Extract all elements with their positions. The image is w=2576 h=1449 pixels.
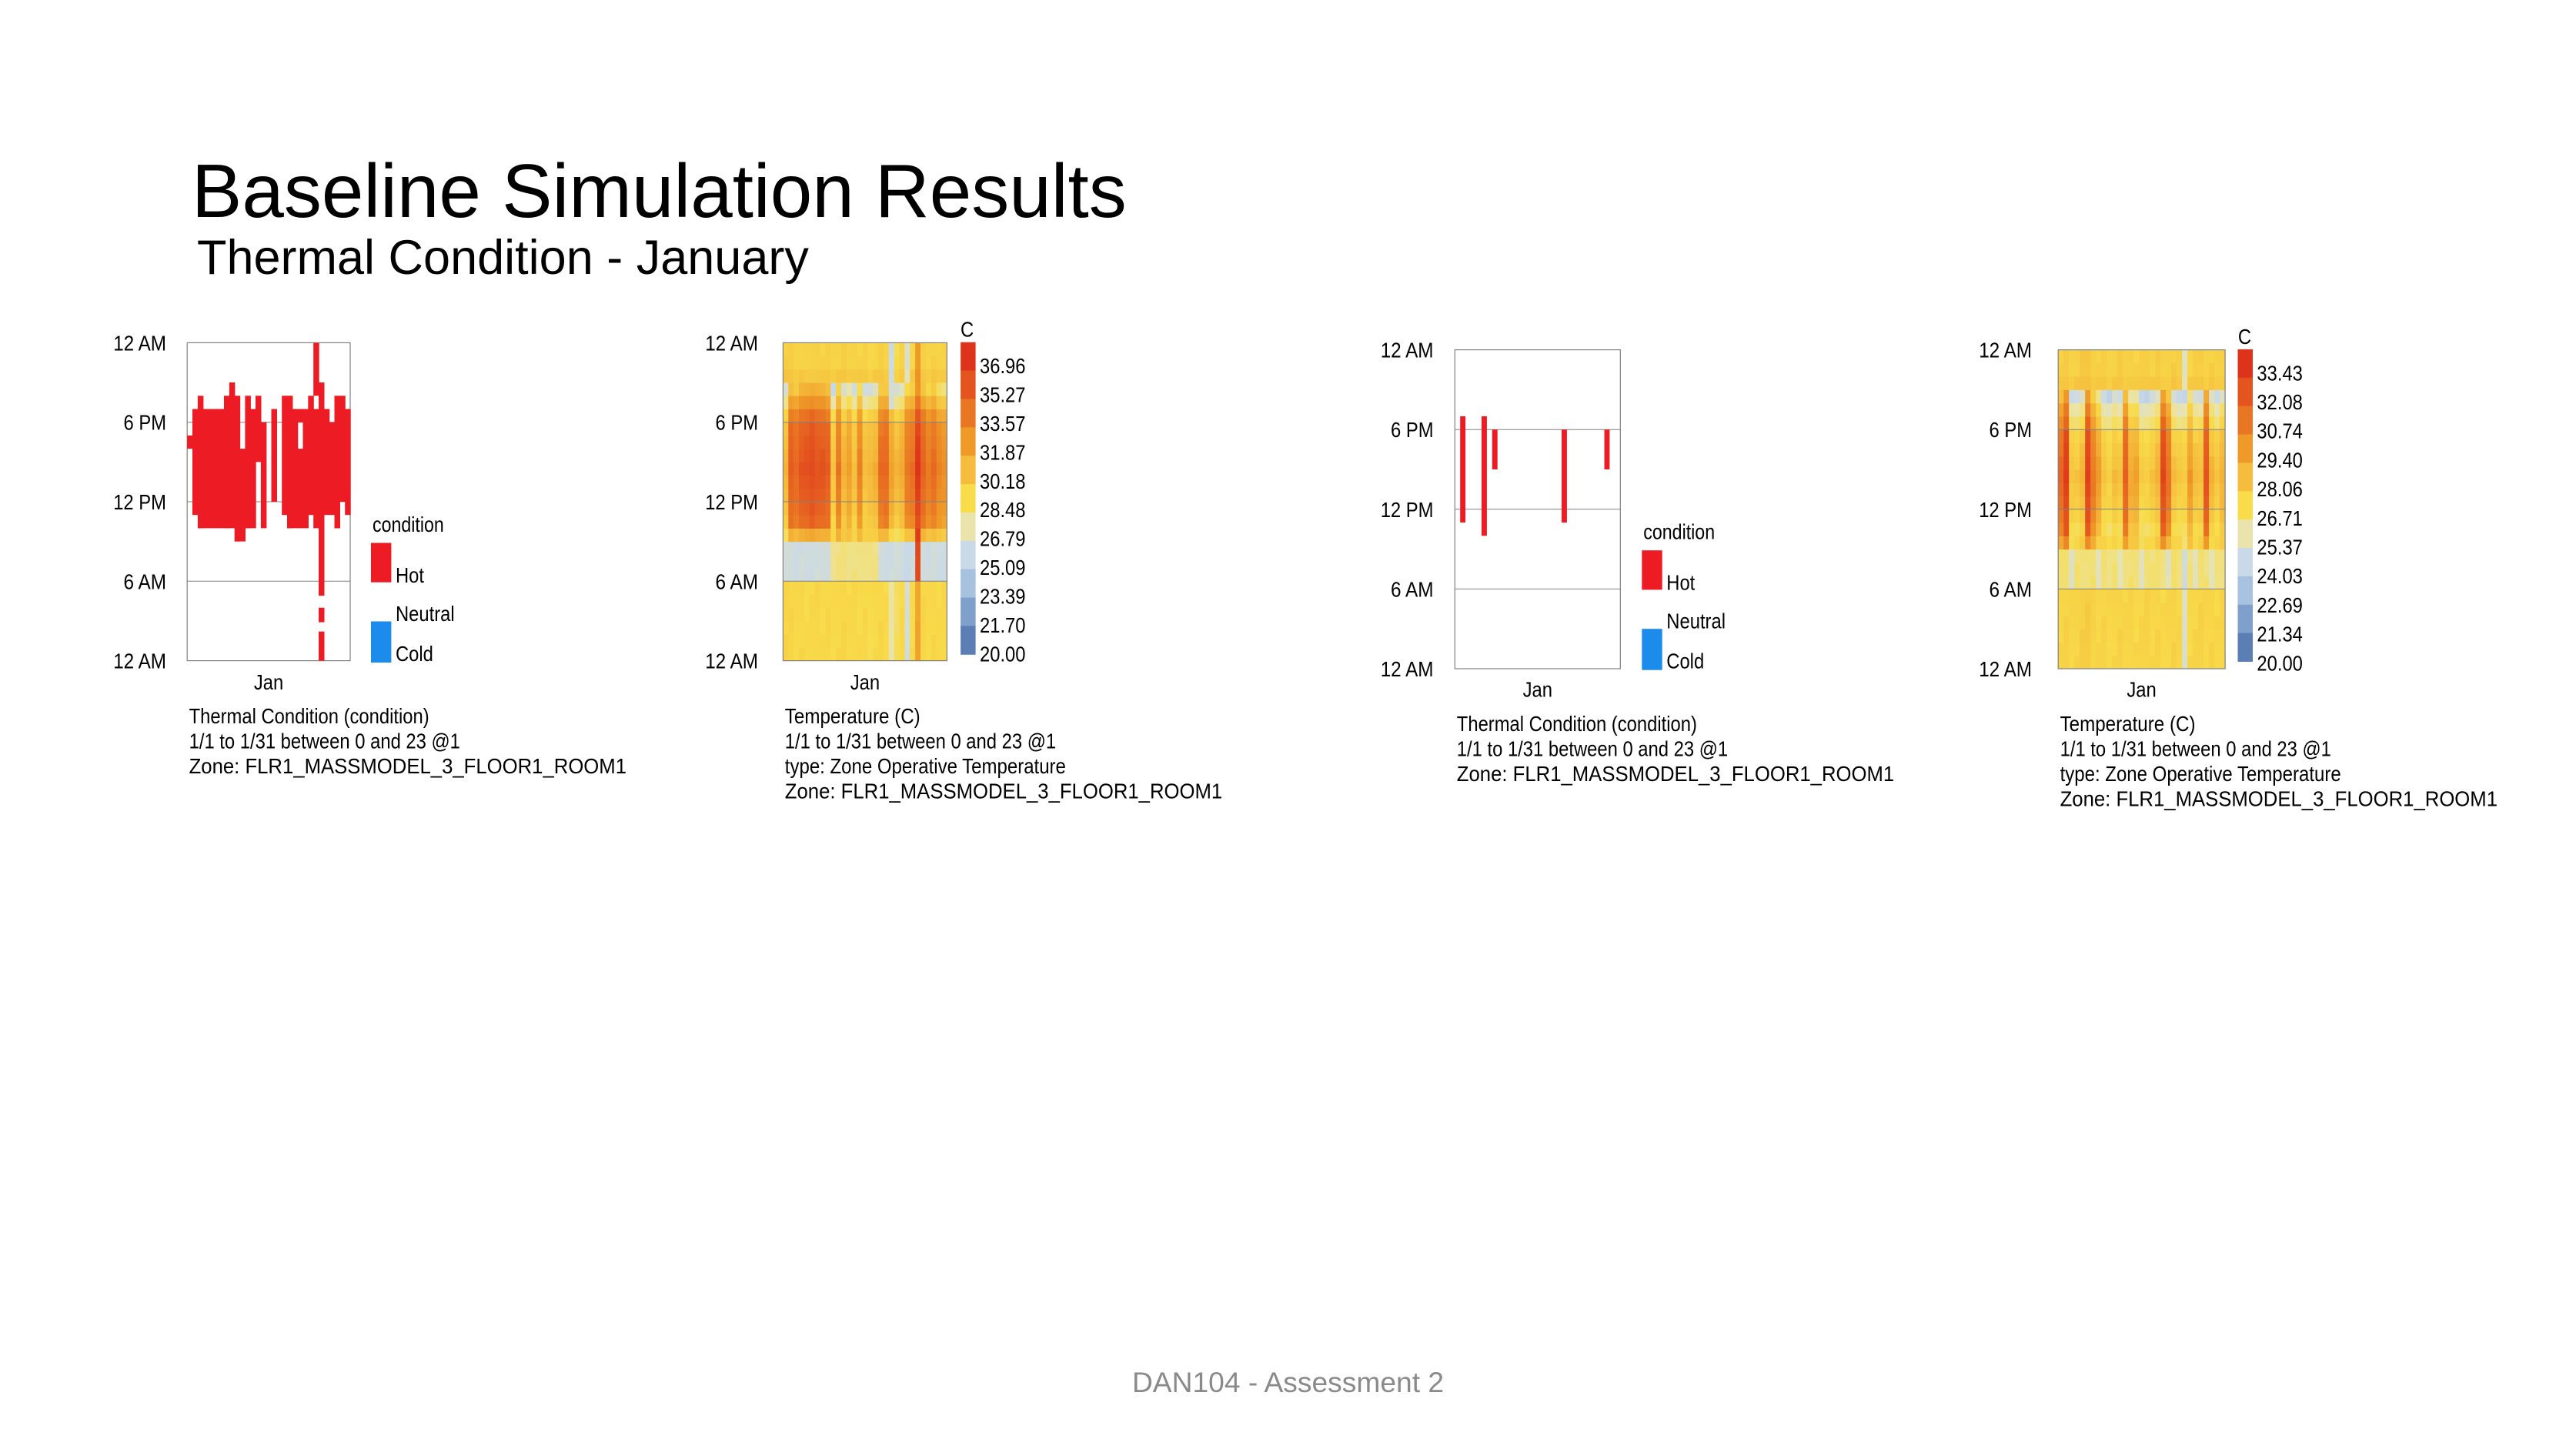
svg-text:6 AM: 6 AM (1990, 577, 2033, 601)
svg-text:26.79: 26.79 (980, 527, 1026, 551)
svg-text:1/1 to 1/31 between 0 and 23 @: 1/1 to 1/31 between 0 and 23 @1 (785, 730, 1056, 753)
svg-text:Cold: Cold (1666, 649, 1704, 673)
svg-text:Zone: FLR1_MASSMODEL_3_FLOOR1_: Zone: FLR1_MASSMODEL_3_FLOOR1_ROOM1 (2060, 787, 2497, 811)
svg-text:25.09: 25.09 (980, 556, 1026, 579)
svg-text:12 PM: 12 PM (113, 490, 166, 514)
svg-text:28.48: 28.48 (980, 498, 1026, 522)
svg-text:Zone: FLR1_MASSMODEL_3_FLOOR1_: Zone: FLR1_MASSMODEL_3_FLOOR1_ROOM1 (785, 780, 1222, 803)
svg-text:12 AM: 12 AM (113, 331, 166, 355)
svg-text:Hot: Hot (396, 563, 424, 587)
svg-text:1/1 to 1/31 between 0 and 23 @: 1/1 to 1/31 between 0 and 23 @1 (189, 730, 460, 753)
svg-text:C: C (961, 318, 974, 342)
svg-text:6 AM: 6 AM (716, 569, 759, 593)
svg-text:12 AM: 12 AM (705, 331, 758, 355)
svg-text:31.87: 31.87 (980, 440, 1026, 464)
svg-text:33.43: 33.43 (2257, 361, 2303, 385)
svg-text:12 AM: 12 AM (1979, 339, 2032, 362)
svg-text:21.34: 21.34 (2257, 623, 2303, 646)
svg-text:24.03: 24.03 (2257, 564, 2303, 588)
svg-text:Neutral: Neutral (396, 602, 455, 626)
svg-text:12 PM: 12 PM (1979, 498, 2032, 522)
svg-text:1/1 to 1/31 between 0 and 23 @: 1/1 to 1/31 between 0 and 23 @1 (1457, 737, 1728, 761)
svg-text:6 PM: 6 PM (1391, 418, 1434, 442)
svg-text:Jan: Jan (254, 670, 283, 694)
svg-text:6 PM: 6 PM (124, 411, 167, 435)
svg-text:Neutral: Neutral (1666, 609, 1726, 633)
svg-text:29.40: 29.40 (2257, 448, 2303, 472)
svg-text:21.70: 21.70 (980, 613, 1026, 637)
svg-text:condition: condition (373, 512, 444, 536)
svg-text:Jan: Jan (1523, 678, 1552, 702)
svg-text:6 PM: 6 PM (716, 411, 759, 435)
svg-text:12 AM: 12 AM (705, 649, 758, 673)
svg-text:Zone: FLR1_MASSMODEL_3_FLOOR1_: Zone: FLR1_MASSMODEL_3_FLOOR1_ROOM1 (1457, 762, 1894, 786)
svg-text:35.27: 35.27 (980, 382, 1026, 406)
svg-text:Temperature (C): Temperature (C) (2060, 712, 2196, 736)
svg-text:12 AM: 12 AM (1979, 657, 2032, 681)
svg-text:6 AM: 6 AM (1391, 577, 1434, 601)
svg-text:Hot: Hot (1666, 571, 1695, 595)
svg-text:6 PM: 6 PM (1990, 418, 2033, 442)
svg-text:12 AM: 12 AM (1381, 339, 1434, 362)
svg-text:32.08: 32.08 (2257, 390, 2303, 414)
svg-text:condition: condition (1643, 520, 1715, 544)
svg-text:12 AM: 12 AM (1381, 657, 1434, 681)
svg-text:type: Zone Operative Temperatu: type: Zone Operative Temperature (2060, 762, 2341, 786)
svg-text:12 AM: 12 AM (113, 649, 166, 673)
svg-text:Baseline Simulation Results: Baseline Simulation Results (192, 149, 1127, 233)
svg-text:Cold: Cold (396, 642, 433, 666)
svg-text:Jan: Jan (2127, 678, 2156, 702)
svg-text:Thermal Condition - January: Thermal Condition - January (197, 231, 809, 285)
svg-text:25.37: 25.37 (2257, 536, 2303, 559)
svg-text:28.06: 28.06 (2257, 477, 2303, 501)
svg-text:26.71: 26.71 (2257, 506, 2303, 530)
svg-text:Jan: Jan (850, 670, 880, 694)
svg-text:DAN104 - Assessment 2: DAN104 - Assessment 2 (1132, 1366, 1444, 1398)
svg-text:22.69: 22.69 (2257, 593, 2303, 617)
svg-text:33.57: 33.57 (980, 412, 1026, 436)
svg-text:C: C (2238, 325, 2251, 349)
svg-text:6 AM: 6 AM (124, 569, 167, 593)
svg-text:36.96: 36.96 (980, 354, 1026, 378)
svg-text:23.39: 23.39 (980, 585, 1026, 609)
svg-text:30.74: 30.74 (2257, 419, 2303, 443)
svg-text:12 PM: 12 PM (705, 490, 758, 514)
svg-text:Thermal Condition (condition): Thermal Condition (condition) (189, 704, 429, 728)
svg-text:1/1 to 1/31 between 0 and 23 @: 1/1 to 1/31 between 0 and 23 @1 (2060, 737, 2331, 761)
svg-text:Zone: FLR1_MASSMODEL_3_FLOOR1_: Zone: FLR1_MASSMODEL_3_FLOOR1_ROOM1 (189, 754, 626, 778)
svg-text:Temperature (C): Temperature (C) (785, 704, 920, 728)
svg-text:12 PM: 12 PM (1381, 498, 1434, 522)
svg-text:Thermal Condition (condition): Thermal Condition (condition) (1457, 712, 1697, 736)
svg-text:type: Zone Operative Temperatu: type: Zone Operative Temperature (785, 754, 1066, 778)
svg-text:30.18: 30.18 (980, 469, 1026, 493)
svg-text:20.00: 20.00 (980, 642, 1026, 666)
svg-text:20.00: 20.00 (2257, 651, 2303, 675)
